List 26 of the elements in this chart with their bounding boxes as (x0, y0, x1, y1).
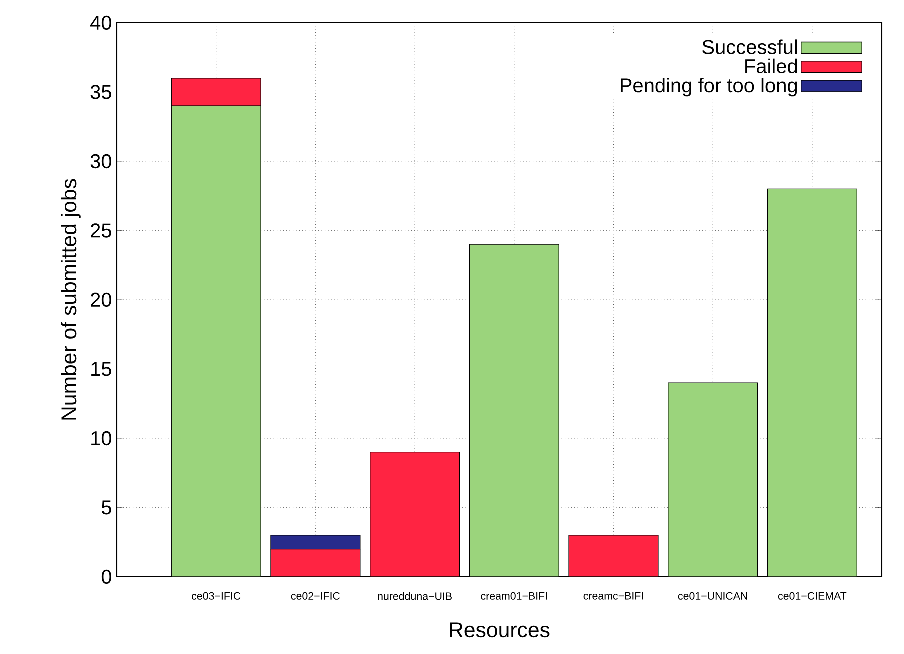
legend-label: Failed (746, 58, 798, 74)
y-tick-label: 25 (91, 224, 112, 238)
bar (568, 535, 659, 577)
y-tick-label: 40 (90, 16, 112, 30)
x-tick-label: cream01−BIFI (481, 592, 548, 600)
y-axis-title: Number of submitted jobs (61, 179, 81, 420)
bar (171, 78, 262, 106)
y-tick-label: 5 (102, 500, 112, 515)
x-tick-label: ce01−UNICAN (678, 592, 748, 600)
legend-label: Successful (702, 40, 798, 54)
x-tick-label: nuredduna−UIB (378, 592, 452, 600)
x-tick-label: creamc−BIFI (584, 592, 644, 600)
y-tick-label: 10 (92, 431, 112, 446)
y-tick-label: 30 (90, 154, 112, 169)
x-tick-label: ce01−CIEMAT (778, 592, 847, 600)
x-tick-label: ce03−IFIC (192, 592, 241, 600)
legend-label: Pending for too long (620, 78, 798, 97)
y-tick-label: 35 (90, 85, 112, 100)
y-tick-label: 0 (102, 570, 112, 584)
bar (270, 548, 361, 577)
y-tick-label: 20 (91, 292, 112, 308)
x-axis-title: Resources (450, 622, 550, 638)
x-tick-label: ce02−IFIC (291, 592, 340, 600)
bar (370, 452, 460, 577)
y-tick-label: 15 (92, 362, 112, 376)
bar (270, 535, 361, 550)
